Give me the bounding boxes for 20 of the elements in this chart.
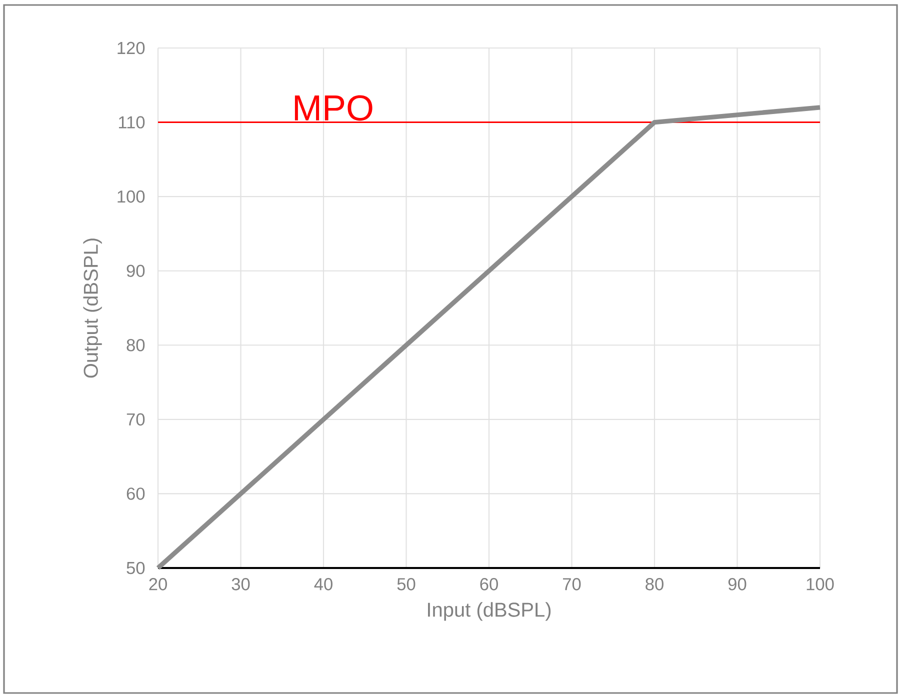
x-tick-label: 30 bbox=[232, 578, 250, 590]
y-tick-label: 100 bbox=[118, 190, 145, 203]
x-tick-label: 20 bbox=[149, 578, 167, 590]
y-tick-label: 50 bbox=[126, 562, 145, 574]
y-tick-label: 60 bbox=[126, 488, 145, 500]
x-tick-label: 80 bbox=[646, 578, 664, 590]
y-tick-label: 120 bbox=[118, 42, 145, 54]
x-tick-label: 60 bbox=[480, 578, 498, 590]
ref-line-label: MPO bbox=[294, 95, 372, 121]
x-axis-title: Input (dBSPL) bbox=[428, 602, 551, 621]
y-tick-label: 70 bbox=[126, 413, 145, 426]
y-axis-title: Output (dBSPL) bbox=[83, 238, 102, 378]
x-tick-label: 90 bbox=[728, 578, 746, 590]
x-tick-label: 70 bbox=[563, 578, 581, 590]
x-tick-label: 50 bbox=[397, 578, 416, 590]
y-tick-label: 110 bbox=[118, 116, 145, 128]
y-tick-label: 90 bbox=[126, 264, 145, 277]
y-tick-label: 80 bbox=[126, 339, 145, 352]
x-tick-label: 40 bbox=[314, 578, 332, 590]
x-tick-label: 100 bbox=[806, 578, 834, 590]
